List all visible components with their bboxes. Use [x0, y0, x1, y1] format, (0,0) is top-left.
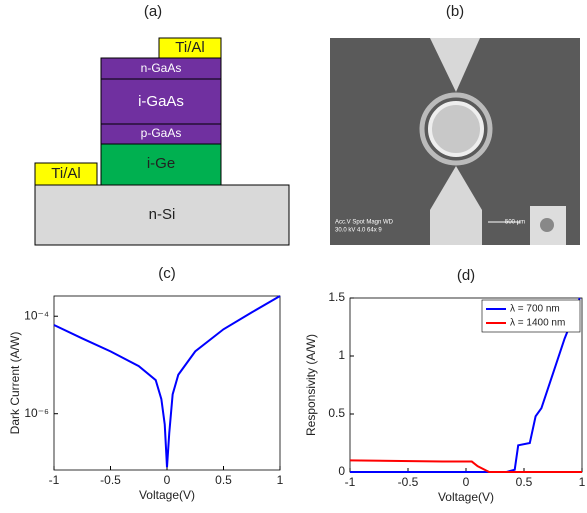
- x-tick-label: -0.5: [100, 473, 121, 487]
- figure: (a) n-Si Ti/Al i-Ge p-GaAs i-GaAs n-GaAs…: [0, 0, 587, 513]
- y-tick-label: 1.5: [328, 290, 345, 304]
- layer-label: n-Si: [149, 206, 176, 223]
- layer-label: Ti/Al: [175, 39, 204, 56]
- chart-title: (d): [457, 267, 475, 284]
- x-tick-label: 1: [277, 473, 284, 487]
- y-axis-label: Dark Current (A/W): [8, 332, 22, 435]
- y-tick-label: 0: [338, 464, 345, 478]
- chart-title: (c): [158, 265, 176, 282]
- x-axis-label: Voltage(V): [139, 488, 195, 502]
- layer-label: p-GaAs: [141, 126, 182, 140]
- legend-label: λ = 1400 nm: [510, 318, 565, 329]
- y-tick-label: 0.5: [328, 406, 345, 420]
- y-tick-label: 10⁻⁶: [24, 406, 49, 420]
- x-axis-label: Voltage(V): [438, 490, 494, 504]
- x-tick-label: 1: [579, 475, 586, 489]
- layer-label: i-GaAs: [138, 93, 184, 110]
- x-tick-label: -1: [49, 473, 60, 487]
- scale-label: 500 µm: [505, 220, 525, 226]
- sem-info: 30.0 kV 4.0 64x 9: [335, 228, 382, 234]
- sem-info: Acc.V Spot Magn WD: [335, 220, 394, 226]
- x-tick-label: -1: [345, 475, 356, 489]
- y-tick-label: 1: [338, 348, 345, 362]
- panel-label: (b): [446, 3, 464, 20]
- x-tick-label: 0: [463, 475, 470, 489]
- layer-label: i-Ge: [147, 155, 175, 172]
- x-tick-label: 0.5: [516, 475, 533, 489]
- y-tick-label: 10⁻⁴: [24, 308, 49, 322]
- x-tick-label: -0.5: [398, 475, 419, 489]
- plot-area: [54, 296, 280, 470]
- x-tick-label: 0: [164, 473, 171, 487]
- legend-label: λ = 700 nm: [510, 304, 560, 315]
- layer-label: n-GaAs: [141, 61, 182, 75]
- panel-label: (a): [144, 3, 162, 20]
- layer-label: Ti/Al: [51, 165, 80, 182]
- sem-pad-hole: [540, 218, 554, 232]
- y-axis-label: Responsivity (A/W): [304, 334, 318, 436]
- sem-mesa: [430, 103, 482, 155]
- x-tick-label: 0.5: [215, 473, 232, 487]
